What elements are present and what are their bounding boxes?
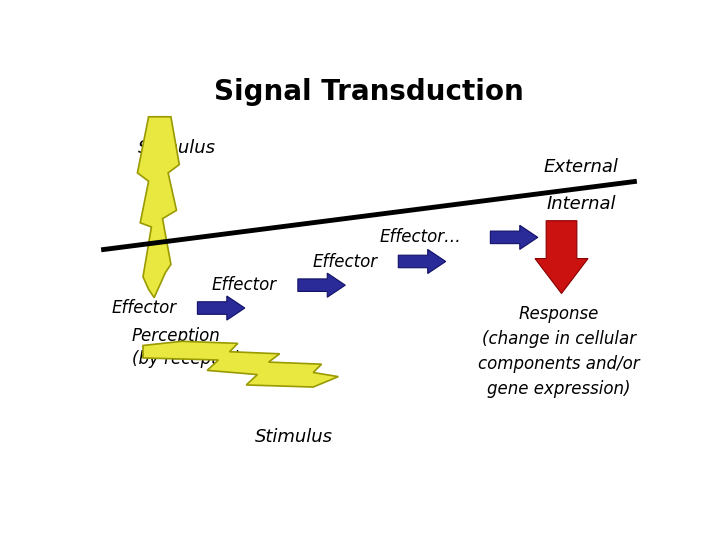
Text: Signal Transduction: Signal Transduction: [214, 78, 524, 106]
Text: Effector: Effector: [112, 299, 176, 317]
Polygon shape: [535, 221, 588, 294]
Text: Internal: Internal: [546, 195, 616, 213]
Text: Perception
(by receptor): Perception (by receptor): [132, 327, 241, 368]
Polygon shape: [298, 273, 346, 297]
Polygon shape: [138, 117, 179, 298]
Polygon shape: [143, 341, 338, 387]
Text: Response
(change in cellular
components and/or
gene expression): Response (change in cellular components …: [478, 305, 639, 398]
Text: External: External: [544, 158, 618, 176]
Text: Stimulus: Stimulus: [255, 428, 333, 446]
Text: Effector: Effector: [212, 276, 277, 294]
Polygon shape: [197, 296, 245, 320]
Text: Effector: Effector: [312, 253, 377, 271]
Polygon shape: [490, 225, 538, 249]
Polygon shape: [398, 249, 446, 274]
Text: Effector…: Effector…: [379, 228, 461, 246]
Text: Stimulus: Stimulus: [138, 139, 215, 157]
